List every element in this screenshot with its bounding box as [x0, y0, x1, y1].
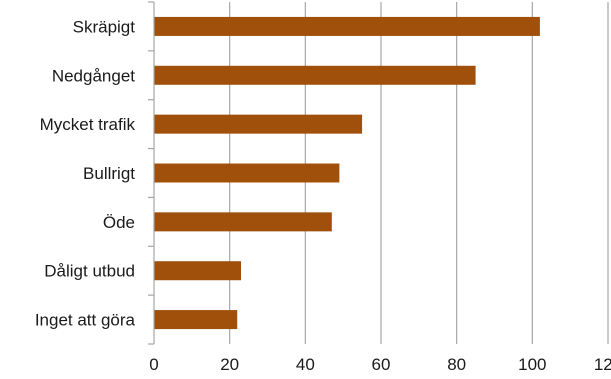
- x-tick-label: 0: [149, 355, 158, 374]
- category-label: Mycket trafik: [40, 115, 136, 134]
- bar-0: [154, 16, 540, 36]
- bar-3: [154, 163, 340, 183]
- axes: [148, 1, 155, 345]
- category-label: Bullrigt: [83, 164, 135, 183]
- x-tick-label: 20: [220, 355, 239, 374]
- category-label: Skräpigt: [73, 17, 136, 36]
- bars: [154, 16, 540, 330]
- x-tick-label: 80: [447, 355, 466, 374]
- bar-1: [154, 65, 476, 85]
- bar-2: [154, 114, 363, 134]
- category-label: Öde: [103, 213, 135, 232]
- category-label: Inget att göra: [35, 311, 136, 330]
- x-tick-label: 60: [372, 355, 391, 374]
- x-tick-label: 40: [296, 355, 315, 374]
- bar-4: [154, 212, 332, 232]
- bar-5: [154, 261, 242, 281]
- x-tick-label: 100: [518, 355, 546, 374]
- grid-lines: [229, 2, 609, 344]
- labels: 0 20 40 60 80 100 120 Skräpigt Nedgånget Mycket t…: [35, 17, 611, 374]
- bar-6: [154, 310, 238, 330]
- x-tick-label: 120: [594, 355, 611, 374]
- category-label: Dåligt utbud: [44, 262, 135, 281]
- category-label: Nedgånget: [52, 66, 135, 85]
